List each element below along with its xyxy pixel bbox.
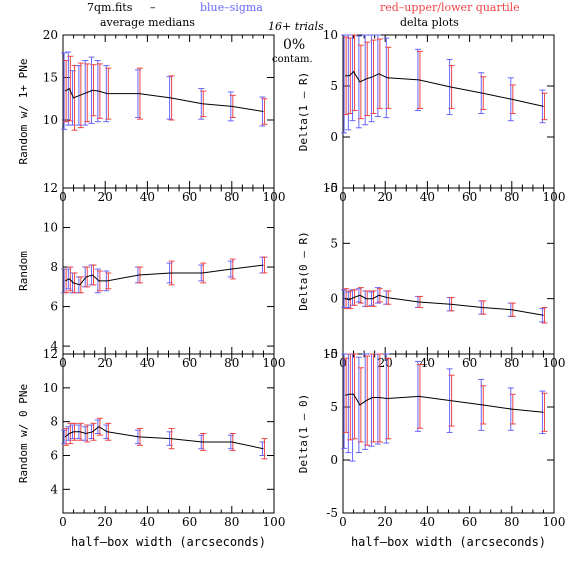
y-tick-label: 0: [330, 292, 338, 306]
file-name: 7qm.fits: [87, 1, 133, 14]
median-line: [64, 264, 264, 286]
y-tick-label: 8: [50, 415, 58, 429]
median-line: [344, 294, 544, 316]
y-tick-label: 8: [50, 260, 58, 274]
median-line: [345, 70, 544, 107]
y-tick-label: 10: [323, 347, 338, 361]
x-tick-label: 60: [462, 515, 477, 529]
blue-sigma-note: blue–sigma: [200, 1, 263, 14]
x-tick-label: 100: [263, 515, 286, 529]
x-tick-label: 40: [140, 356, 155, 370]
y-tick-label: -5: [326, 506, 338, 520]
red-quartile-note: red–upper/lower quartile: [380, 1, 520, 14]
x-tick-label: 40: [140, 190, 155, 204]
y-tick-label: 4: [50, 482, 58, 496]
y-tick-label: 10: [323, 28, 338, 42]
y-tick-label: 10: [43, 113, 58, 127]
figure-header: 7qm.fits – blue–sigma red–upper/lower qu…: [87, 1, 520, 65]
plot-frame: [342, 187, 555, 355]
x-tick-label: 60: [462, 190, 477, 204]
left-column-title: average medians: [100, 16, 195, 29]
y-tick-label: 5: [330, 79, 338, 93]
x-tick-label: 80: [224, 356, 239, 370]
y-axis-label: Delta(1 – R): [297, 72, 310, 151]
x-axis-label: half–box width (arcseconds): [71, 535, 266, 549]
y-axis-label: Random w/ 1+ PNe: [17, 59, 30, 165]
contam-label: contam.: [272, 54, 313, 65]
y-tick-label: 4: [50, 339, 58, 353]
x-tick-label: 40: [420, 356, 435, 370]
y-axis-label: Delta(0 – R): [297, 231, 310, 310]
plot-frame: [62, 353, 275, 514]
x-tick-label: 20: [98, 515, 113, 529]
y-tick-label: -5: [326, 181, 338, 195]
plot-frame: [342, 34, 555, 189]
y-tick-label: 6: [50, 300, 58, 314]
x-tick-label: 100: [543, 515, 566, 529]
y-tick-label: 6: [50, 448, 58, 462]
y-tick-label: 0: [330, 130, 338, 144]
y-axis-label: Random: [17, 251, 30, 291]
panel-5: 0 20 40 60 80 100 4 6 8 10 12 Random w/ 0 PNe half–b…: [17, 347, 285, 549]
x-tick-label: 60: [182, 515, 197, 529]
x-tick-label: 40: [420, 515, 435, 529]
y-tick-label: -5: [326, 347, 338, 361]
y-tick-label: 10: [43, 221, 58, 235]
y-tick-label: 12: [43, 347, 58, 361]
y-tick-label: 5: [330, 400, 338, 414]
x-tick-label: 40: [420, 190, 435, 204]
x-tick-label: 20: [98, 356, 113, 370]
x-tick-label: 80: [504, 515, 519, 529]
x-tick-label: 80: [504, 190, 519, 204]
y-axis-label: Delta(1 – 0): [297, 394, 310, 473]
y-tick-label: 10: [43, 381, 58, 395]
header-dash: –: [150, 1, 156, 14]
x-tick-label: 60: [182, 190, 197, 204]
x-tick-label: 60: [462, 356, 477, 370]
y-tick-label: 15: [43, 71, 58, 85]
contam-percent: 0%: [283, 37, 305, 53]
y-tick-label: 5: [330, 236, 338, 250]
x-tick-label: 20: [98, 190, 113, 204]
plot-frame: [62, 34, 275, 189]
x-tick-label: 20: [378, 515, 393, 529]
y-tick-label: 20: [43, 28, 58, 42]
x-tick-label: 80: [224, 515, 239, 529]
y-tick-label: 12: [43, 181, 58, 195]
x-tick-label: 40: [140, 515, 155, 529]
plot-frame: [342, 353, 555, 514]
trials-label: 16+ trials: [268, 20, 324, 33]
median-line: [64, 87, 264, 112]
x-tick-label: 0: [339, 515, 347, 529]
x-tick-label: 20: [378, 356, 393, 370]
right-column-title: delta plots: [400, 16, 459, 29]
plot-frame: [62, 187, 275, 355]
x-tick-label: 60: [182, 356, 197, 370]
x-tick-label: 80: [224, 190, 239, 204]
x-tick-label: 80: [504, 356, 519, 370]
median-line: [344, 393, 544, 413]
x-tick-label: 0: [59, 515, 67, 529]
x-tick-label: 20: [378, 190, 393, 204]
x-axis-label: half–box width (arcseconds): [351, 535, 546, 549]
median-line: [64, 426, 264, 450]
y-tick-label: 10: [323, 181, 338, 195]
y-axis-label: Random w/ 0 PNe: [17, 384, 30, 483]
y-tick-label: 0: [330, 453, 338, 467]
